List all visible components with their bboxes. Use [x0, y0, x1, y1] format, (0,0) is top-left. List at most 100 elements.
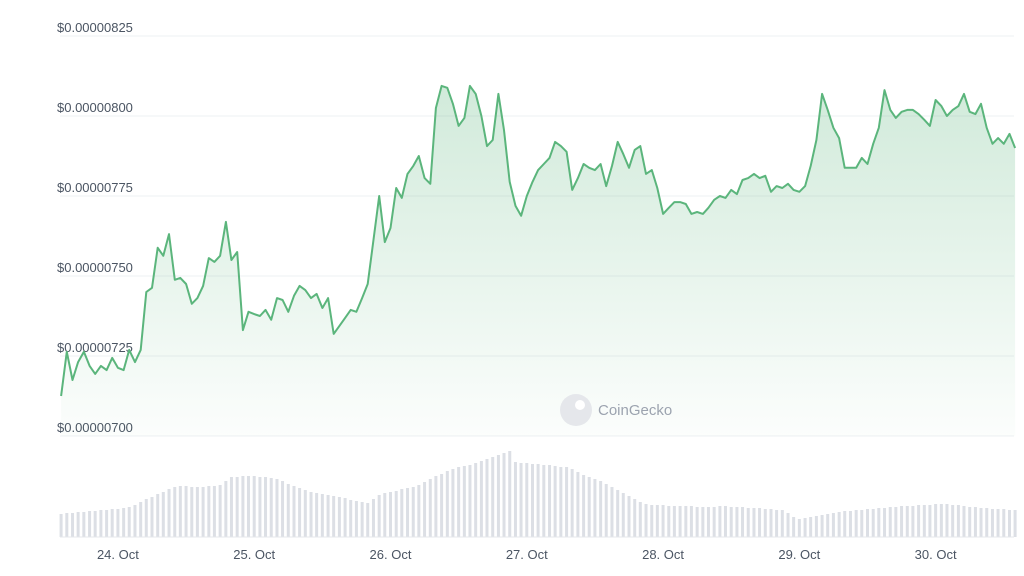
volume-bar: [167, 489, 171, 537]
volume-bar: [93, 511, 97, 537]
volume-bar: [752, 508, 756, 537]
volume-bar: [144, 499, 148, 537]
volume-bar: [644, 504, 648, 537]
volume-bar: [718, 506, 722, 537]
volume-bar: [604, 484, 608, 537]
volume-bar: [406, 488, 410, 537]
volume-bar: [246, 476, 250, 537]
y-tick-label: $0.00000750: [57, 260, 133, 275]
volume-bar: [76, 512, 80, 537]
volume-bar: [122, 508, 126, 537]
volume-bar: [905, 506, 909, 537]
volume-bar: [99, 510, 103, 537]
volume-bar: [996, 509, 1000, 537]
volume-bar: [536, 464, 540, 537]
volume-bar: [917, 505, 921, 537]
volume-bar: [428, 479, 432, 537]
volume-bar: [332, 496, 336, 537]
volume-bar: [854, 510, 858, 537]
volume-bar: [723, 506, 727, 537]
y-tick-label: $0.00000725: [57, 340, 133, 355]
volume-bar: [945, 504, 949, 537]
volume-bar: [326, 495, 330, 537]
volume-bar: [865, 509, 869, 537]
volume-bar: [809, 517, 813, 537]
volume-bar: [553, 466, 557, 537]
volume-bar: [576, 472, 580, 537]
volume-bar: [127, 507, 131, 537]
volume-bar: [939, 504, 943, 537]
volume-bar: [951, 505, 955, 537]
y-tick-label: $0.00000825: [57, 20, 133, 35]
volume-bar: [548, 465, 552, 537]
volume-bar: [684, 506, 688, 537]
volume-bar: [212, 486, 216, 537]
volume-bar: [735, 507, 739, 537]
volume-bar: [780, 510, 784, 537]
volume-bar: [758, 508, 762, 537]
volume-bar: [831, 513, 835, 537]
volume-bar: [820, 515, 824, 537]
watermark: CoinGecko: [560, 394, 672, 426]
volume-bar: [928, 505, 932, 537]
volume-bar: [184, 486, 188, 537]
volume-bar: [616, 490, 620, 537]
volume-bar: [229, 477, 233, 537]
volume-bar: [638, 502, 642, 537]
volume-bar: [320, 494, 324, 537]
volume-bar: [474, 463, 478, 537]
volume-bar: [883, 508, 887, 537]
volume-bar: [729, 507, 733, 537]
volume-bar: [388, 492, 392, 537]
volume-bar: [496, 455, 500, 537]
volume-bar: [315, 493, 319, 537]
volume-bar: [491, 457, 495, 537]
volume-bar: [877, 508, 881, 537]
volume-bar: [672, 506, 676, 537]
volume-bar: [843, 511, 847, 537]
volume-bar: [837, 512, 841, 537]
volume-bar: [678, 506, 682, 537]
volume-bar: [451, 469, 455, 537]
price-line: [60, 84, 1017, 397]
volume-bar: [1013, 510, 1017, 537]
volume-bar: [423, 482, 427, 537]
volume-bar: [888, 507, 892, 537]
x-tick-label: 26. Oct: [370, 547, 412, 562]
volume-bar: [792, 517, 796, 537]
volume-bar: [593, 479, 597, 537]
volume-bar: [797, 519, 801, 537]
volume-bar: [252, 476, 256, 537]
volume-bar: [587, 477, 591, 537]
volume-bar: [105, 510, 109, 537]
volume-bar: [258, 477, 262, 537]
price-area: [61, 85, 1016, 437]
volume-bar: [525, 463, 529, 537]
volume-bar: [201, 487, 205, 537]
volume-bar: [763, 509, 767, 537]
watermark-text: CoinGecko: [598, 402, 672, 419]
volume-bar: [701, 507, 705, 537]
volume-bar: [241, 476, 245, 537]
volume-bar: [195, 487, 199, 537]
volume-bar: [224, 481, 228, 537]
volume-bar: [922, 505, 926, 537]
volume-bar: [309, 492, 313, 537]
volume-bar: [911, 506, 915, 537]
volume-bar: [621, 493, 625, 537]
volume-bar: [468, 465, 472, 537]
volume-bar: [519, 463, 523, 537]
volume-bar: [337, 497, 341, 537]
volume-bar: [173, 487, 177, 537]
volume-bar: [281, 481, 285, 537]
volume-bar: [434, 476, 438, 537]
x-tick-label: 25. Oct: [233, 547, 275, 562]
volume-bar: [133, 505, 137, 537]
volume-bar: [655, 505, 659, 537]
x-tick-label: 27. Oct: [506, 547, 548, 562]
volume-bar: [360, 502, 364, 537]
volume-bar: [803, 518, 807, 537]
volume-bar: [508, 451, 512, 537]
volume-bar: [343, 498, 347, 537]
